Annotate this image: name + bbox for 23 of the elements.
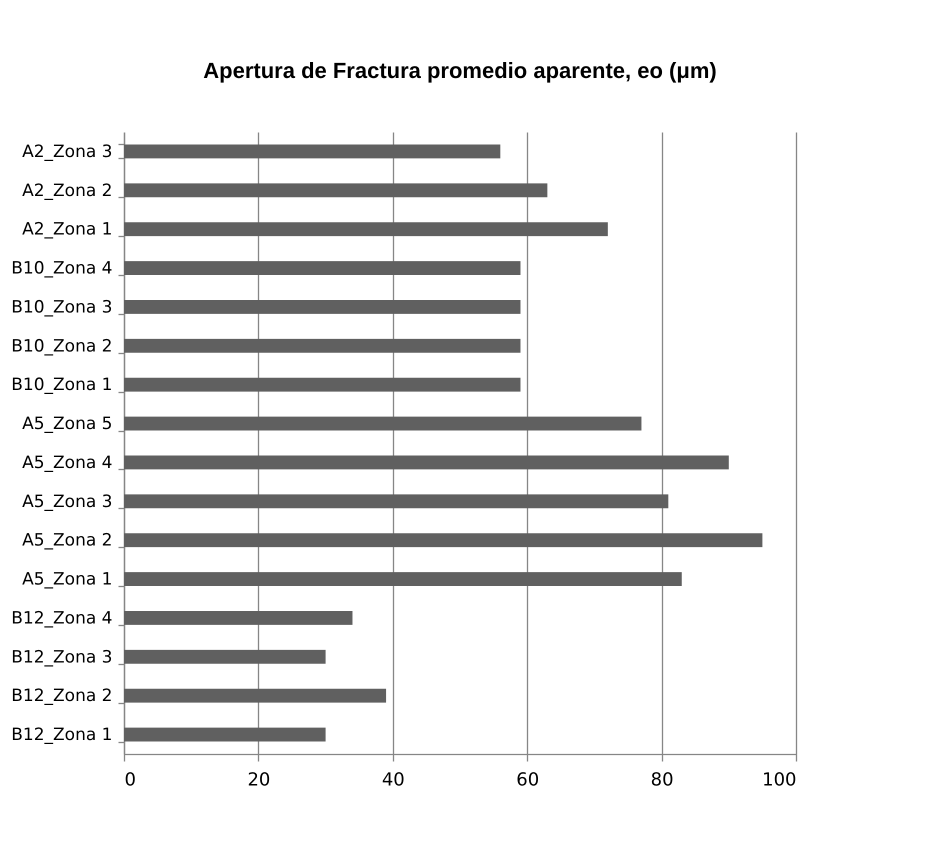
y-tick-label: A2_Zona 1 [22,220,112,240]
y-tick-label: B10_Zona 2 [11,336,112,356]
y-tick-label: B10_Zona 4 [11,258,112,279]
x-tick-label: 0 [124,770,136,790]
x-tick-label: 100 [762,770,796,790]
y-tick-label: A5_Zona 5 [22,414,112,434]
y-tick-label: A2_Zona 2 [22,180,112,201]
y-tick-label: B10_Zona 3 [11,297,112,318]
x-tick-label: 40 [382,770,405,790]
y-tick-label: B10_Zona 1 [11,375,112,396]
x-tick-label: 80 [650,770,674,790]
y-tick-label: B12_Zona 4 [11,608,112,628]
y-tick-label: A5_Zona 4 [22,452,112,473]
y-tick-label: B12_Zona 2 [11,686,112,706]
y-tick-label: A5_Zona 2 [22,530,112,551]
y-tick-label: A5_Zona 3 [22,492,112,512]
y-tick-label: B12_Zona 1 [11,725,112,746]
x-tick-label: 60 [516,770,540,790]
x-tick-label: 20 [247,770,270,790]
y-tick-label: A5_Zona 1 [22,570,112,590]
y-tick-label: A2_Zona 3 [22,142,112,162]
chart-title: Apertura de Fractura promedio aparente, eo (μm) [203,58,717,83]
y-tick-label: B12_Zona 3 [11,647,112,668]
